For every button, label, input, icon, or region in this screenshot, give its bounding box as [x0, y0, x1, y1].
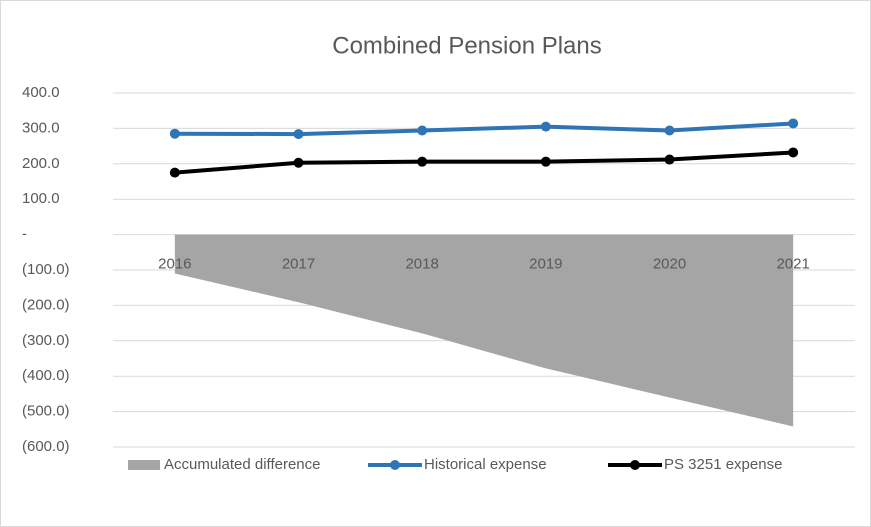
x-tick-label: 2020 [653, 256, 686, 273]
y-tick-label: (400.0) [22, 367, 70, 384]
y-tick-label: (300.0) [22, 332, 70, 349]
y-tick-label: - [22, 226, 27, 243]
x-tick-label: 2016 [158, 256, 191, 273]
y-tick-label: 300.0 [22, 119, 60, 136]
point [664, 125, 675, 136]
point [417, 156, 428, 167]
legend-swatch [390, 460, 400, 470]
point [540, 121, 551, 132]
point [293, 157, 304, 168]
y-tick-label: 400.0 [22, 84, 60, 101]
point [664, 154, 675, 165]
point [169, 167, 180, 178]
point [540, 156, 551, 167]
legend-label: Accumulated difference [164, 456, 320, 473]
x-tick-label: 2019 [529, 256, 562, 273]
x-tick-label: 2017 [282, 256, 315, 273]
point [788, 118, 799, 129]
legend-label: Historical expense [424, 456, 547, 473]
legend-swatch [128, 460, 160, 470]
y-tick-label: (100.0) [22, 261, 70, 278]
point [788, 147, 799, 158]
legend-label: PS 3251 expense [664, 456, 782, 473]
y-tick-label: (500.0) [22, 403, 70, 420]
area [174, 234, 794, 427]
y-tick-label: (200.0) [22, 296, 70, 313]
y-tick-label: 100.0 [22, 190, 60, 207]
line [174, 121, 794, 137]
y-tick-label: 200.0 [22, 155, 60, 172]
point [417, 125, 428, 136]
point [169, 128, 180, 139]
x-tick-label: 2021 [776, 256, 809, 273]
legend-swatch [630, 460, 640, 470]
x-tick-label: 2018 [405, 256, 438, 273]
chart-title: Combined Pension Plans [332, 32, 602, 59]
line [174, 150, 794, 175]
y-tick-label: (600.0) [22, 438, 70, 455]
point [293, 129, 304, 140]
